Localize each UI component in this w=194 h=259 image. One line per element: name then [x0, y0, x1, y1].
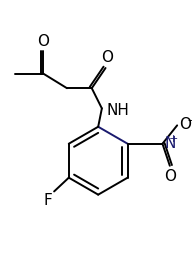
Text: NH: NH — [107, 103, 129, 118]
Text: O: O — [179, 117, 191, 132]
Text: O: O — [101, 50, 113, 65]
Text: +: + — [168, 134, 178, 144]
Text: -: - — [188, 114, 192, 127]
Text: O: O — [164, 169, 176, 184]
Text: N: N — [164, 136, 176, 151]
Text: F: F — [43, 193, 52, 208]
Text: O: O — [37, 34, 49, 49]
